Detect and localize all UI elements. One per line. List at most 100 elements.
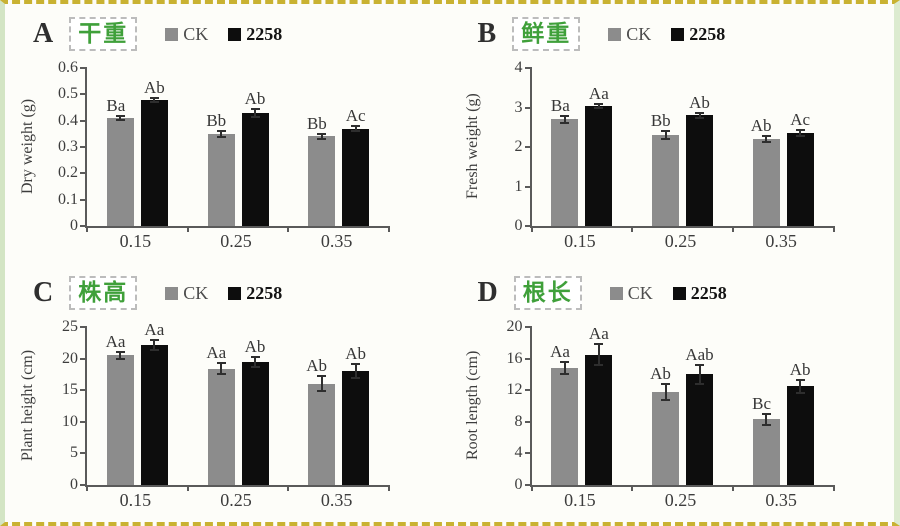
plot-area: 0 4 8 12 16 20 Aa Aa Ab Aab Bc Ab (507, 319, 835, 493)
legend-item-2258: 2258 (671, 24, 725, 45)
error-bar-cap (351, 363, 361, 366)
error-bar-cap (695, 363, 704, 366)
error-bar-cap (115, 358, 125, 361)
bar-2258-0.35 (342, 371, 370, 485)
error-bar (765, 136, 768, 142)
2258-swatch-icon (671, 27, 685, 41)
y-tick-mark (80, 67, 87, 69)
x-tick-mark (832, 226, 835, 232)
x-tick-mark (86, 226, 88, 232)
error-bar-cap (351, 125, 361, 128)
significance-letter: Ac (790, 110, 811, 130)
y-tick-label: 2 (514, 138, 523, 155)
error-bar-cap (317, 390, 327, 393)
y-axis-label: Fresh weight (g) (463, 93, 481, 199)
plot-wrap: 0 5 10 15 20 25 Aa Aa Aa Ab Ab Ab 0.15 0.25 0.35 (62, 319, 390, 516)
x-tick-label: 0.15 (564, 490, 596, 510)
bar-2258-0.15 (140, 344, 168, 485)
y-tick-label: 12 (506, 381, 523, 399)
y-tick-mark (80, 389, 87, 392)
error-bar-cap (695, 116, 704, 119)
x-tick-mark (388, 226, 390, 232)
significance-letter: Ab (789, 359, 811, 379)
y-tick-label: 0.5 (58, 85, 78, 103)
bar-2258-0.25 (686, 115, 713, 226)
error-bar-cap (761, 423, 771, 426)
error-bar-cap (250, 107, 260, 110)
panel-title-cn: 干重 (69, 17, 138, 51)
plot-area: 0 5 10 15 20 25 Aa Aa Aa Ab Ab Ab (62, 319, 390, 493)
y-axis-label: Dry weight (g) (19, 98, 36, 194)
significance-letter: Ab (650, 363, 671, 383)
error-bar-cap (216, 373, 226, 376)
significance-letter: Aa (588, 324, 609, 344)
significance-letter: Ba (550, 95, 570, 115)
error-bar (119, 351, 122, 360)
y-tick-label: 0 (514, 476, 523, 493)
significance-letter: Bc (752, 393, 772, 413)
error-bar-cap (149, 338, 159, 341)
legend-item-ck: CK (609, 283, 653, 304)
error-bar (698, 364, 701, 384)
legend-item-ck: CK (165, 283, 208, 304)
legend: CK 2258 (165, 24, 282, 45)
significance-letter: Aa (588, 83, 609, 103)
error-bar-cap (594, 363, 604, 366)
x-tick-mark (287, 226, 290, 232)
bar-ck-0.15 (551, 368, 579, 485)
y-tick-label: 3 (514, 98, 523, 116)
x-tick-mark (186, 485, 189, 491)
significance-letter: Bb (306, 114, 327, 134)
y-tick-mark (524, 326, 532, 328)
legend: CK 2258 (609, 283, 727, 304)
significance-letter: Bb (650, 111, 671, 131)
x-axis-labels: 0.15 0.25 0.35 (530, 490, 832, 516)
error-bar-cap (216, 136, 226, 138)
y-tick-mark (524, 420, 532, 423)
bar-2258-0.35 (786, 386, 814, 485)
significance-letter: Ba (106, 95, 126, 115)
error-bar-cap (560, 114, 570, 117)
bar-ck-0.25 (207, 133, 235, 226)
x-tick-mark (186, 226, 189, 232)
legend-item-2258: 2258 (672, 283, 727, 304)
error-bar-cap (661, 382, 670, 385)
panel-title-cn: 鲜重 (512, 17, 581, 51)
y-tick-label: 4 (514, 59, 523, 76)
x-axis-labels: 0.15 0.25 0.35 (85, 490, 387, 516)
ck-swatch-icon (609, 286, 623, 300)
x-tick-mark (530, 485, 533, 491)
y-tick-label: 8 (514, 412, 523, 430)
y-tick-mark (80, 172, 87, 175)
x-tick-label: 0.15 (119, 231, 152, 251)
error-bar (320, 376, 323, 392)
legend-item-2258: 2258 (228, 283, 282, 304)
significance-letter: Aa (144, 319, 165, 339)
significance-letter: Ab (143, 77, 165, 97)
x-axis-labels: 0.15 0.25 0.35 (85, 231, 387, 257)
chart: Plant height (cm) 0 5 10 15 20 25 Aa Aa Aa Ab Ab Ab… (17, 319, 446, 516)
significance-letter: Ab (244, 336, 266, 356)
plot-wrap: 0 4 8 12 16 20 Aa Aa Ab Aab Bc Ab 0.15 0.25 0.35 (507, 319, 835, 516)
error-bar-cap (795, 135, 805, 138)
chart: Root length (cm) 0 4 8 12 16 20 Aa Aa Ab Aab Bc Ab … (462, 319, 891, 516)
y-axis-label: Root length (cm) (463, 350, 481, 460)
error-bar-cap (795, 129, 805, 132)
bar-2258-0.25 (241, 112, 269, 226)
x-tick-label: 0.25 (220, 490, 252, 510)
error-bar-cap (250, 365, 260, 368)
y-tick-mark (80, 420, 87, 423)
error-bar (698, 113, 701, 118)
x-axis-labels: 0.15 0.25 0.35 (530, 231, 832, 257)
panel-title-cn: 根长 (513, 276, 582, 310)
bar-2258-0.15 (140, 99, 168, 226)
error-bar-cap (216, 129, 226, 132)
panel-header: A 干重 CK 2258 (17, 12, 446, 56)
error-bar (220, 363, 222, 375)
y-tick-label: 16 (506, 349, 523, 367)
x-tick-mark (388, 485, 390, 491)
panel-plant-height: C 株高 CK 2258 Plant height (cm) 0 5 10 15 20 (5, 263, 450, 522)
y-tick-label: 0.4 (58, 111, 78, 129)
y-tick-mark (524, 67, 532, 69)
